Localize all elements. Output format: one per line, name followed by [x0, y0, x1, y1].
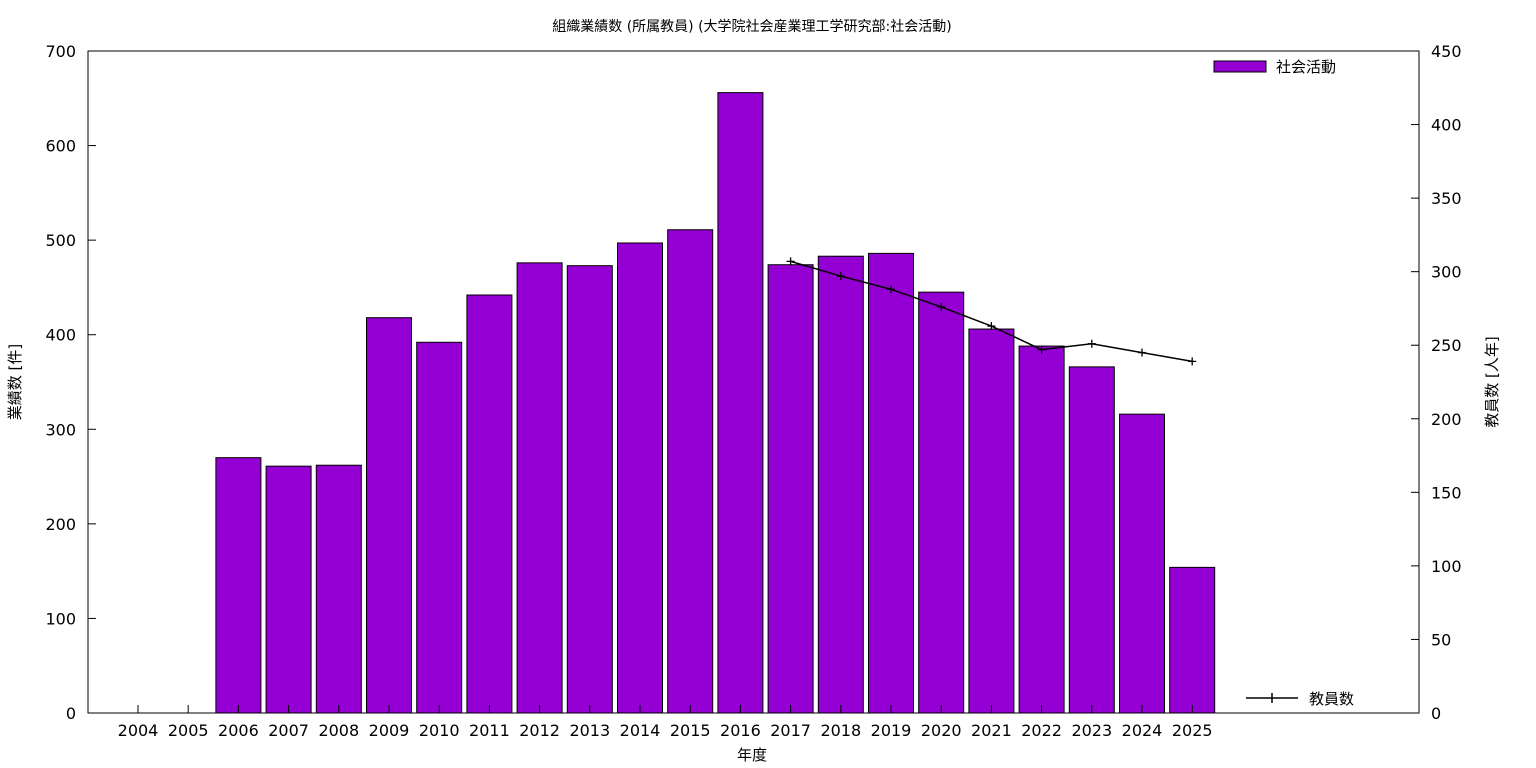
legend-bar-swatch [1213, 60, 1267, 73]
x-tick-label: 2025 [1172, 721, 1213, 740]
faculty-point-2023 [1087, 339, 1096, 348]
y2-tick-label: 200 [1431, 410, 1462, 429]
faculty-point-2019 [887, 285, 895, 294]
x-tick-label: 2016 [720, 721, 761, 740]
y-tick-label: 200 [45, 515, 76, 534]
x-tick-label: 2023 [1071, 721, 1112, 740]
y-tick-label: 600 [45, 137, 76, 156]
x-tick-label: 2014 [620, 721, 661, 740]
bar-2015 [667, 229, 714, 714]
y-tick-label: 700 [45, 42, 76, 61]
y2-tick-label: 300 [1431, 263, 1462, 282]
faculty-point-2024 [1138, 348, 1146, 357]
y-tick-label: 0 [66, 704, 76, 723]
faculty-point-2025 [1188, 357, 1197, 366]
x-tick-label: 2020 [921, 721, 962, 740]
bar-2023 [1068, 366, 1115, 714]
y2-tick-label: 150 [1431, 483, 1462, 502]
x-tick-label: 2019 [871, 721, 912, 740]
x-tick-label: 2013 [569, 721, 610, 740]
bar-2020 [918, 291, 965, 714]
bar-2013 [566, 265, 613, 714]
bar-2022 [1018, 345, 1065, 714]
y2-tick-label: 400 [1431, 116, 1462, 135]
bar-2024 [1119, 413, 1165, 714]
faculty-point-2022 [1037, 345, 1046, 354]
x-tick-label: 2006 [218, 721, 259, 740]
ticks-layer: 0 100 200 300 400 500 600 700 0 50 100 150 200 250 300… [45, 42, 1461, 740]
x-tick-label: 2005 [168, 721, 209, 740]
x-tick-label: 2018 [820, 721, 861, 740]
y-tick-label: 100 [45, 609, 76, 628]
x-tick-label: 2022 [1021, 721, 1062, 740]
bar-2021 [968, 328, 1015, 714]
y-tick-label: 400 [45, 326, 76, 345]
y-tick-label: 500 [45, 231, 76, 250]
faculty-point-2017 [786, 257, 795, 266]
bar-2006 [215, 457, 262, 714]
y-tick-label: 300 [45, 420, 76, 439]
bars-layer [215, 92, 1216, 714]
legend-line-label: 教員数 [1309, 690, 1354, 708]
x-tick-label: 2009 [369, 721, 410, 740]
bar-2016 [717, 92, 764, 714]
x-tick-label: 2015 [670, 721, 711, 740]
bar-2010 [416, 341, 463, 714]
bar-2008 [315, 464, 362, 714]
y2-tick-label: 450 [1431, 42, 1462, 61]
y2-tick-label: 350 [1431, 189, 1462, 208]
bar-2012 [516, 262, 563, 714]
bar-2009 [366, 317, 412, 714]
x-axis-label: 年度 [737, 746, 767, 764]
plot-frame [87, 50, 1420, 714]
y2-tick-label: 50 [1431, 630, 1451, 649]
chart-title: 組織業績数 (所属教員) (大学院社会産業理工学研究部:社会活動) [552, 19, 951, 35]
bar-2017 [767, 264, 814, 714]
x-tick-label: 2012 [519, 721, 560, 740]
x-tick-label: 2024 [1122, 721, 1163, 740]
y-axis-label: 業績数 [件] [6, 344, 24, 420]
y2-tick-label: 0 [1431, 704, 1441, 723]
x-tick-label: 2004 [118, 721, 159, 740]
bar-2014 [617, 242, 663, 714]
faculty-point-2021 [987, 322, 996, 331]
x-tick-label: 2007 [268, 721, 309, 740]
bar-2011 [466, 294, 513, 714]
x-tick-label: 2021 [971, 721, 1012, 740]
y2-tick-label: 100 [1431, 557, 1462, 576]
bar-2019 [868, 252, 914, 714]
bar-2007 [265, 465, 312, 714]
y2-tick-label: 250 [1431, 336, 1462, 355]
x-tick-label: 2008 [318, 721, 359, 740]
legend-line: 教員数 [1246, 690, 1354, 708]
faculty-point-2018 [836, 272, 845, 281]
y2-axis-label: 教員数 [人年] [1483, 336, 1501, 427]
x-tick-label: 2017 [770, 721, 811, 740]
bar-2018 [817, 255, 864, 714]
faculty-point-2020 [937, 302, 946, 311]
line-layer [786, 257, 1197, 366]
x-tick-label: 2011 [469, 721, 510, 740]
legend-bar: 社会活動 [1213, 58, 1336, 76]
x-tick-label: 2010 [419, 721, 460, 740]
legend-bar-label: 社会活動 [1276, 58, 1336, 76]
bar-2025 [1169, 566, 1216, 714]
